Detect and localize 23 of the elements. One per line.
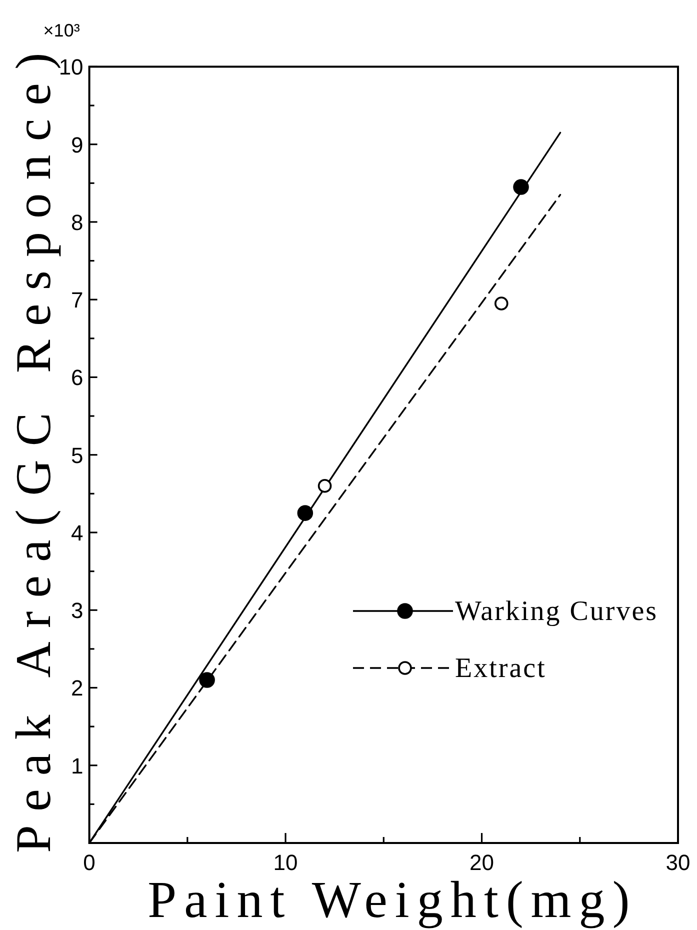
legend-label: Extract bbox=[455, 653, 546, 684]
x-tick-label: 0 bbox=[83, 850, 96, 875]
point bbox=[513, 179, 529, 195]
y-tick-label: 2 bbox=[71, 676, 84, 701]
text: ×10³ bbox=[43, 20, 80, 41]
y-tick-label: 9 bbox=[71, 132, 84, 158]
y-axis-title: Peak Area(GC Responce) bbox=[5, 52, 61, 853]
x-tick-label: 20 bbox=[470, 850, 494, 875]
x-tick-label: 30 bbox=[666, 850, 690, 875]
x-axis-title: Paint Weight(mg) bbox=[148, 872, 630, 929]
y-tick-label: 7 bbox=[71, 288, 84, 313]
y-tick-label: 1 bbox=[71, 753, 84, 778]
y-tick-label: 6 bbox=[71, 365, 84, 390]
y-tick-label: 8 bbox=[71, 210, 84, 235]
point bbox=[199, 672, 215, 688]
point bbox=[297, 505, 314, 521]
point bbox=[318, 479, 332, 493]
x-tick-label: 10 bbox=[273, 850, 298, 875]
y-tick-label: 3 bbox=[71, 598, 84, 624]
y-tick-label: 4 bbox=[71, 520, 84, 546]
point bbox=[494, 296, 508, 310]
legend-label: Warking Curves bbox=[455, 596, 658, 627]
y-tick-label: 5 bbox=[71, 442, 84, 468]
